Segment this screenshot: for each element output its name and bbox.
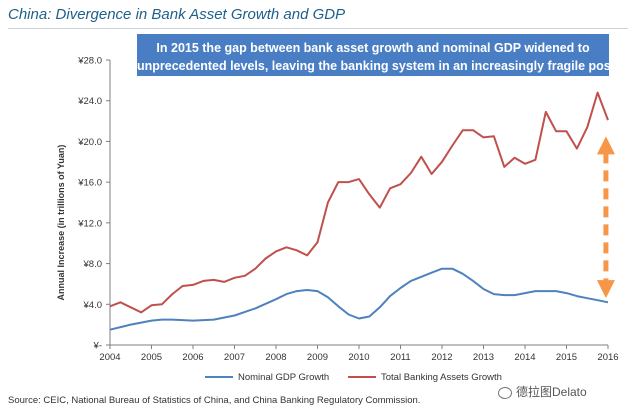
y-tick-label: ¥20.0 (77, 137, 102, 148)
y-tick-label: ¥16.0 (77, 178, 102, 189)
legend-item-assets: Total Banking Assets Growth (348, 372, 502, 383)
gap-arrow-head-up (596, 136, 615, 155)
x-tick-label: 2016 (597, 352, 618, 363)
callout-line-1: In 2015 the gap between bank asset growt… (156, 40, 590, 55)
chart-area: ¥- ¥4.0 ¥8.0 ¥12.0 ¥16.0 ¥20.0 ¥24.0 ¥28.0 2004 2… (56, 56, 619, 364)
legend-label-assets: Total Banking Assets Growth (381, 372, 502, 383)
chart-axes: ¥- ¥4.0 ¥8.0 ¥12.0 ¥16.0 ¥20.0 ¥24.0 ¥28.0 2004 2… (56, 56, 619, 364)
x-tick-label: 2008 (265, 352, 286, 363)
x-tick-label: 2004 (99, 352, 120, 363)
y-tick-label: ¥- (93, 341, 102, 352)
x-tick-label: 2013 (473, 352, 494, 363)
x-tick-label: 2010 (348, 352, 369, 363)
legend-swatch-gdp (205, 376, 233, 379)
x-tick-label: 2015 (556, 352, 577, 363)
watermark-text: 德拉图Delato (516, 385, 587, 399)
x-tick-label: 2009 (307, 352, 328, 363)
y-tick-label: ¥24.0 (77, 96, 102, 107)
chart-series (109, 91, 609, 331)
source-note: Source: CEIC, National Bureau of Statist… (8, 395, 421, 406)
x-tick-label: 2005 (141, 352, 162, 363)
legend-label-gdp: Nominal GDP Growth (238, 372, 330, 383)
y-axis-title: Annual Increase (in trillions of Yuan) (56, 145, 66, 301)
title-divider (8, 28, 628, 29)
chart-legend: Nominal GDP Growth Total Banking Assets … (0, 372, 636, 386)
x-tick-label: 2006 (182, 352, 203, 363)
legend-swatch-assets (348, 376, 376, 379)
x-tick-label: 2014 (514, 352, 535, 363)
y-tick-label: ¥8.0 (83, 259, 103, 270)
legend-item-gdp: Nominal GDP Growth (205, 372, 329, 383)
callout-box: In 2015 the gap between bank asset growt… (137, 34, 636, 76)
gdp-growth-line (109, 267, 609, 331)
y-tick-label: ¥28.0 (77, 56, 102, 67)
y-tick-label: ¥12.0 (77, 218, 102, 229)
callout-line-2: unprecedented levels, leaving the bankin… (137, 58, 636, 73)
y-tick-label: ¥4.0 (83, 300, 103, 311)
wechat-icon (498, 386, 512, 399)
bank-assets-growth-line (109, 91, 609, 314)
x-tick-label: 2011 (390, 352, 410, 363)
watermark: 德拉图Delato (498, 383, 587, 400)
chart-annotations (596, 136, 615, 299)
x-tick-label: 2007 (224, 352, 245, 363)
gap-arrow-head-down (596, 280, 615, 299)
chart-title: China: Divergence in Bank Asset Growth a… (8, 6, 346, 23)
x-tick-label: 2012 (431, 352, 452, 363)
